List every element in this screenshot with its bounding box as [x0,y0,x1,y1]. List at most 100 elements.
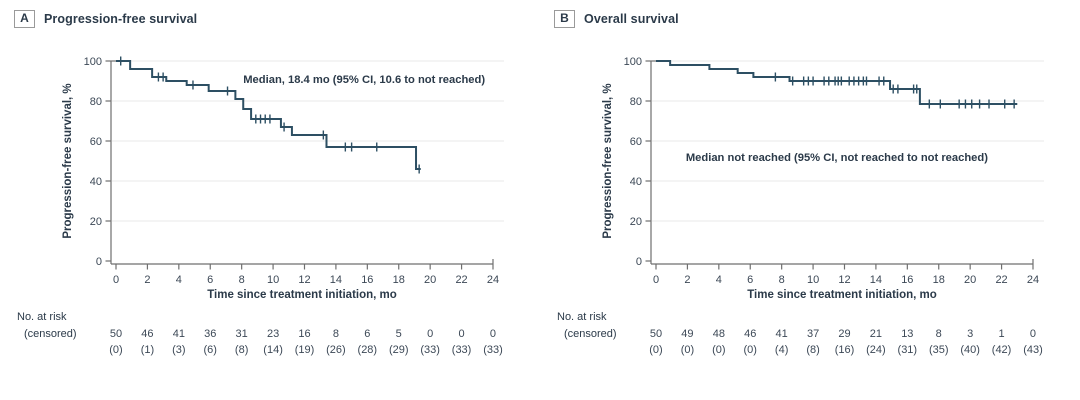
y-tick-label: 60 [630,136,642,148]
x-tick-label: 18 [393,274,405,286]
x-tick-label: 20 [964,274,976,286]
x-tick-label: 12 [838,274,850,286]
censored-count: (0) [712,344,725,356]
censored-count: (0) [744,344,757,356]
median-annotation: Median, 18.4 mo (95% CI, 10.6 to not rea… [243,74,485,86]
censored-count: (8) [806,344,819,356]
panel-b-header: B Overall survival [554,10,679,28]
at-risk-count: 48 [713,328,725,340]
panel-letter-badge: B [554,10,575,28]
censored-count: (35) [929,344,949,356]
y-tick-label: 40 [90,176,102,188]
at-risk-count: 8 [936,328,942,340]
y-axis [645,60,657,264]
panel-title: Progression-free survival [44,12,198,26]
censored-count: (19) [295,344,315,356]
at-risk-count: 50 [650,328,662,340]
at-risk-count: 46 [141,328,153,340]
at-risk-count: 0 [459,328,465,340]
at-risk-count: 21 [870,328,882,340]
panel-overall-survival: B Overall survival 0 20 40 60 80 100 0 2 4 6 8 10 12… [540,0,1080,400]
x-axis-label: Time since treatment initiation, mo [207,289,397,301]
km-curve [656,60,1018,105]
y-tick-label: 80 [630,96,642,108]
x-tick-label: 24 [487,274,499,286]
x-tick-label: 22 [995,274,1007,286]
censored-count: (0) [109,344,122,356]
at-risk-count: 0 [427,328,433,340]
censored-count: (29) [389,344,409,356]
censored-count: (1) [141,344,154,356]
x-tick-label: 6 [747,274,753,286]
censored-count: (33) [420,344,440,356]
x-tick-label: 4 [716,274,722,286]
at-risk-count: 41 [173,328,185,340]
censored-count: (4) [775,344,788,356]
at-risk-count: 23 [267,328,279,340]
censored-table-label: (censored) [24,328,77,340]
panel-title: Overall survival [584,12,679,26]
x-tick-label: 6 [207,274,213,286]
at-risk-count: 0 [490,328,496,340]
at-risk-count: 36 [204,328,216,340]
at-risk-count: 0 [1030,328,1036,340]
censored-count: (16) [835,344,855,356]
grid-lines [112,60,504,222]
y-tick-label: 100 [84,56,102,68]
at-risk-count: 5 [396,328,402,340]
censored-count: (33) [483,344,503,356]
censored-count: (40) [960,344,980,356]
x-tick-label: 14 [870,274,882,286]
censored-count: (6) [204,344,217,356]
censored-count: (43) [1023,344,1043,356]
censored-count: (28) [358,344,378,356]
censored-count: (14) [263,344,283,356]
x-axis [651,259,1034,270]
censored-count: (33) [452,344,472,356]
at-risk-count: 31 [236,328,248,340]
censored-count: (0) [649,344,662,356]
x-tick-label: 8 [779,274,785,286]
at-risk-count: 8 [333,328,339,340]
censored-count: (26) [326,344,346,356]
y-axis-label: Progression-free survival, % [62,83,74,238]
risk-table-label: No. at risk [557,311,607,323]
median-annotation: Median not reached (95% CI, not reached … [686,152,988,164]
censored-count: (3) [172,344,185,356]
censored-count: (0) [681,344,694,356]
at-risk-count: 41 [776,328,788,340]
y-axis-label: Progression-free survival, % [602,83,614,238]
x-tick-label: 2 [684,274,690,286]
x-tick-label: 10 [807,274,819,286]
y-axis [105,60,117,264]
panel-a-header: A Progression-free survival [14,10,197,28]
x-axis-label: Time since treatment initiation, mo [747,289,937,301]
x-tick-label: 0 [653,274,659,286]
y-tick-label: 100 [624,56,642,68]
x-tick-label: 20 [424,274,436,286]
at-risk-count: 16 [298,328,310,340]
x-tick-label: 10 [267,274,279,286]
x-tick-label: 2 [144,274,150,286]
at-risk-count: 6 [364,328,370,340]
x-tick-label: 0 [113,274,119,286]
y-tick-label: 60 [90,136,102,148]
censored-table-label: (censored) [564,328,617,340]
grid-lines [652,60,1044,222]
censored-count: (24) [866,344,886,356]
censored-count: (8) [235,344,248,356]
x-tick-label: 4 [176,274,182,286]
x-tick-label: 16 [361,274,373,286]
at-risk-count: 13 [901,328,913,340]
x-tick-label: 24 [1027,274,1039,286]
y-tick-label: 20 [630,216,642,228]
at-risk-count: 50 [110,328,122,340]
at-risk-count: 29 [838,328,850,340]
x-tick-label: 12 [298,274,310,286]
panel-progression-free-survival: A Progression-free survival 0 20 40 60 80 100… [14,10,504,356]
km-curve [116,60,421,170]
risk-table-label: No. at risk [17,311,67,323]
